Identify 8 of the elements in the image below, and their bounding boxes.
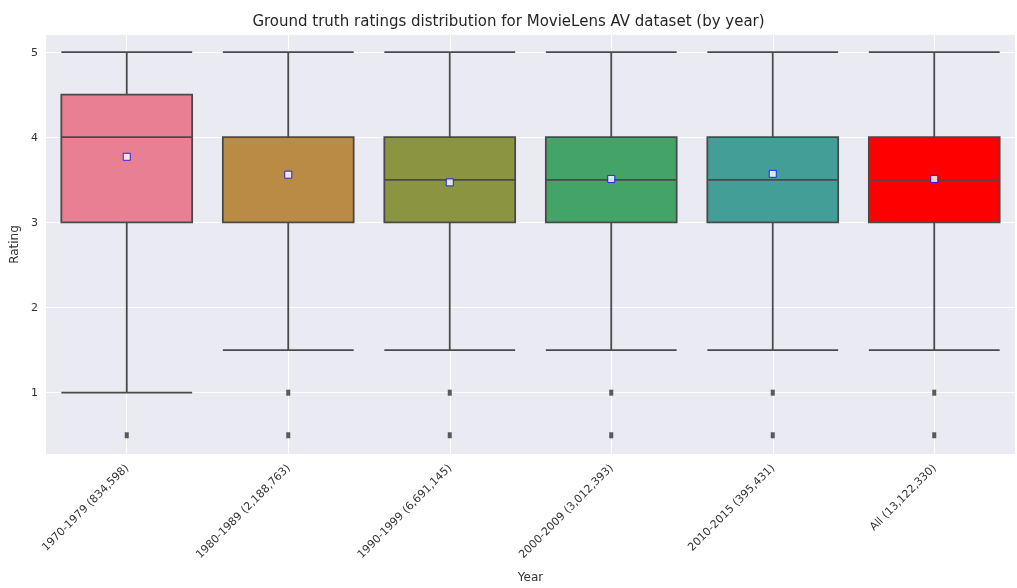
y-tick-label: 3 <box>31 215 38 229</box>
y-tick-label: 5 <box>31 45 38 59</box>
y-tick-label: 4 <box>31 130 38 144</box>
y-tick-label: 1 <box>31 386 38 400</box>
y-axis-title: Rating <box>7 225 21 264</box>
y-tick-label: 2 <box>31 301 38 315</box>
chart-title: Ground truth ratings distribution for MovieLens AV dataset (by year) <box>252 11 765 30</box>
x-axis-title: Year <box>516 570 544 584</box>
